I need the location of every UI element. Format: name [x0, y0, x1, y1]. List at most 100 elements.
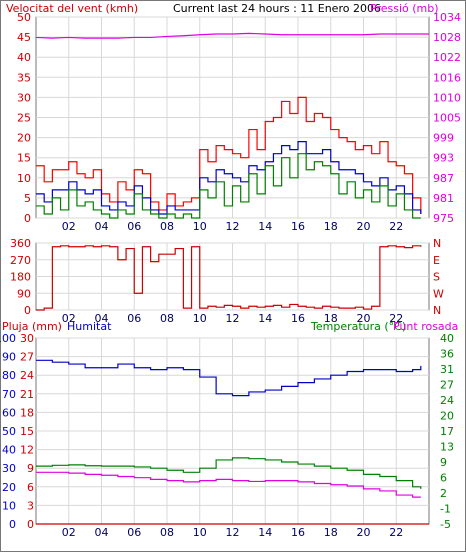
- pressure-line: [35, 32, 429, 39]
- rain-axis-label: Pluja (mm): [2, 320, 62, 333]
- panel-3-right-tick-label: 27: [440, 379, 454, 392]
- panel-1-x-tick-label: 10: [193, 220, 207, 233]
- panel-3-x-tick-label: 18: [324, 526, 338, 539]
- panel-2-x-tick-label: 08: [160, 312, 174, 325]
- panel-1-right-tick-label: 1016: [433, 71, 461, 84]
- panel-3-x-tick-label: 02: [62, 526, 76, 539]
- panel-3-y-tick-label: 18: [20, 406, 34, 419]
- panel-3-right-tick-label: 20: [440, 410, 454, 423]
- panel-3-y-tick-label: 15: [20, 425, 34, 438]
- panel-3-right-tick-label: 40: [440, 332, 454, 345]
- humidity-line: [36, 359, 422, 397]
- panel-1-right-tick-label: 1005: [433, 112, 461, 125]
- panel-3-y-tick-label: 60: [2, 406, 16, 419]
- panel-3-x-tick-label: 04: [95, 526, 109, 539]
- panel-3-right-tick-label: 36: [440, 348, 454, 361]
- panels: 0510152025303540455097598198799399910051…: [0, 11, 461, 539]
- panel-1-right-tick-label: 975: [433, 212, 454, 225]
- panel-1-right-tick-label: 999: [433, 132, 454, 145]
- panel-3-y-tick-label: 9: [27, 462, 34, 475]
- chart-title: Current last 24 hours : 11 Enero 2006: [173, 2, 381, 15]
- panel-3-y-tick-label: 6: [27, 481, 34, 494]
- panel-2-right-tick-label: N: [433, 237, 441, 250]
- panel-1-x-tick-label: 18: [324, 220, 338, 233]
- panel-2-y-tick-label: 270: [10, 254, 31, 267]
- panel-1-y-tick-label: 10: [17, 172, 31, 185]
- panel-3-y-tick-label: 12: [20, 444, 34, 457]
- panel-3-right-tick-label: 31: [440, 363, 454, 376]
- panel-1-y-tick-label: 35: [17, 71, 31, 84]
- panel-3-y-tick-label: 0: [27, 518, 34, 531]
- panel-3-right-tick-label: 13: [440, 441, 454, 454]
- panel-1-right-tick-label: 993: [433, 152, 454, 165]
- panel-2-x-tick-label: 16: [291, 312, 305, 325]
- panel-3-x-tick-label: 20: [357, 526, 371, 539]
- panel-3-y-tick-label: 30: [2, 462, 16, 475]
- panel-3-right-tick-label: 17: [440, 425, 454, 438]
- panel-2-y-tick-label: 90: [17, 287, 31, 300]
- panel-3-y-tick-label: 21: [20, 388, 34, 401]
- panel-2-x-tick-label: 20: [357, 312, 371, 325]
- wind-direction-line: [36, 245, 422, 311]
- panel-1-x-tick-label: 12: [226, 220, 240, 233]
- panel-3-right-tick-label: 9: [440, 456, 447, 469]
- panel-3-right-tick-label: 2: [440, 487, 447, 500]
- panel-1-x-tick-label: 16: [291, 220, 305, 233]
- panel-1-x-tick-label: 08: [160, 220, 174, 233]
- panel-2-x-tick-label: 12: [226, 312, 240, 325]
- panel-1-y-tick-label: 40: [17, 51, 31, 64]
- panel-1-right-tick-label: 1034: [433, 11, 461, 24]
- panel-1-x-tick-label: 14: [258, 220, 272, 233]
- panel-1-right-tick-label: 981: [433, 192, 454, 205]
- panel-3-right-tick-label: -5: [440, 518, 451, 531]
- panel-2-x-tick-label: 04: [95, 312, 109, 325]
- panel-2-right-tick-label: N: [433, 304, 441, 317]
- panel-2-x-tick-label: 10: [193, 312, 207, 325]
- panel-2-y-tick-label: 360: [10, 237, 31, 250]
- panel-3-right-tick-label: 6: [440, 472, 447, 485]
- panel-3-y-tick-label: 30: [20, 332, 34, 345]
- panel-3-x-tick-label: 12: [226, 526, 240, 539]
- panel-1-y-tick-label: 15: [17, 152, 31, 165]
- panel-2-right-tick-label: S: [433, 271, 440, 284]
- panel-2-right-tick-label: W: [433, 287, 444, 300]
- panel-3-y-tick-label: 20: [2, 481, 16, 494]
- panel-2-x-tick-label: 02: [62, 312, 76, 325]
- panel-1-right-tick-label: 1010: [433, 91, 461, 104]
- panel-2-x-tick-label: 06: [127, 312, 141, 325]
- panel-1-y-tick-label: 20: [17, 132, 31, 145]
- panel-3-y-tick-label: 70: [2, 388, 16, 401]
- panel-2-y-tick-label: 180: [10, 271, 31, 284]
- panel-3-y-tick-label: 10: [2, 499, 16, 512]
- panel-2-x-tick-label: 18: [324, 312, 338, 325]
- panel-3-x-tick-label: 16: [291, 526, 305, 539]
- panel-3-y-tick-label: 90: [2, 351, 16, 364]
- panel-1-y-tick-label: 0: [24, 212, 31, 225]
- panel-2-x-tick-label: 22: [389, 312, 403, 325]
- panel-1-right-tick-label: 1022: [433, 51, 461, 64]
- panel-3-x-tick-label: 14: [258, 526, 272, 539]
- pressure-axis-label: Pressió (mb): [370, 2, 439, 15]
- panel-3-y-tick-label: 50: [2, 425, 16, 438]
- panel-1-y-tick-label: 25: [17, 112, 31, 125]
- panel-1-y-tick-label: 5: [24, 192, 31, 205]
- panel-3-right-tick-label: -1: [440, 503, 451, 516]
- panel-1-x-tick-label: 06: [127, 220, 141, 233]
- panel-1-x-tick-label: 20: [357, 220, 371, 233]
- direction_speed-line: [36, 153, 421, 219]
- panel-1-y-tick-label: 30: [17, 91, 31, 104]
- gust-line: [36, 96, 422, 214]
- panel-3-y-tick-label: 3: [27, 499, 34, 512]
- panel-3-x-tick-label: 06: [127, 526, 141, 539]
- panel-3-x-tick-label: 22: [389, 526, 403, 539]
- panel-3-y-tick-label: 27: [20, 351, 34, 364]
- panel-3-y-tick-label: 100: [0, 332, 16, 345]
- panel-3-y-tick-label: 40: [2, 444, 16, 457]
- temperature-axis-label: Temperatura (°C): [310, 320, 406, 333]
- panel-1-x-tick-label: 22: [389, 220, 403, 233]
- panel-1-y-tick-label: 45: [17, 31, 31, 44]
- panel-3-x-tick-label: 08: [160, 526, 174, 539]
- panel-2-x-tick-label: 14: [258, 312, 272, 325]
- panel-1-x-tick-label: 02: [62, 220, 76, 233]
